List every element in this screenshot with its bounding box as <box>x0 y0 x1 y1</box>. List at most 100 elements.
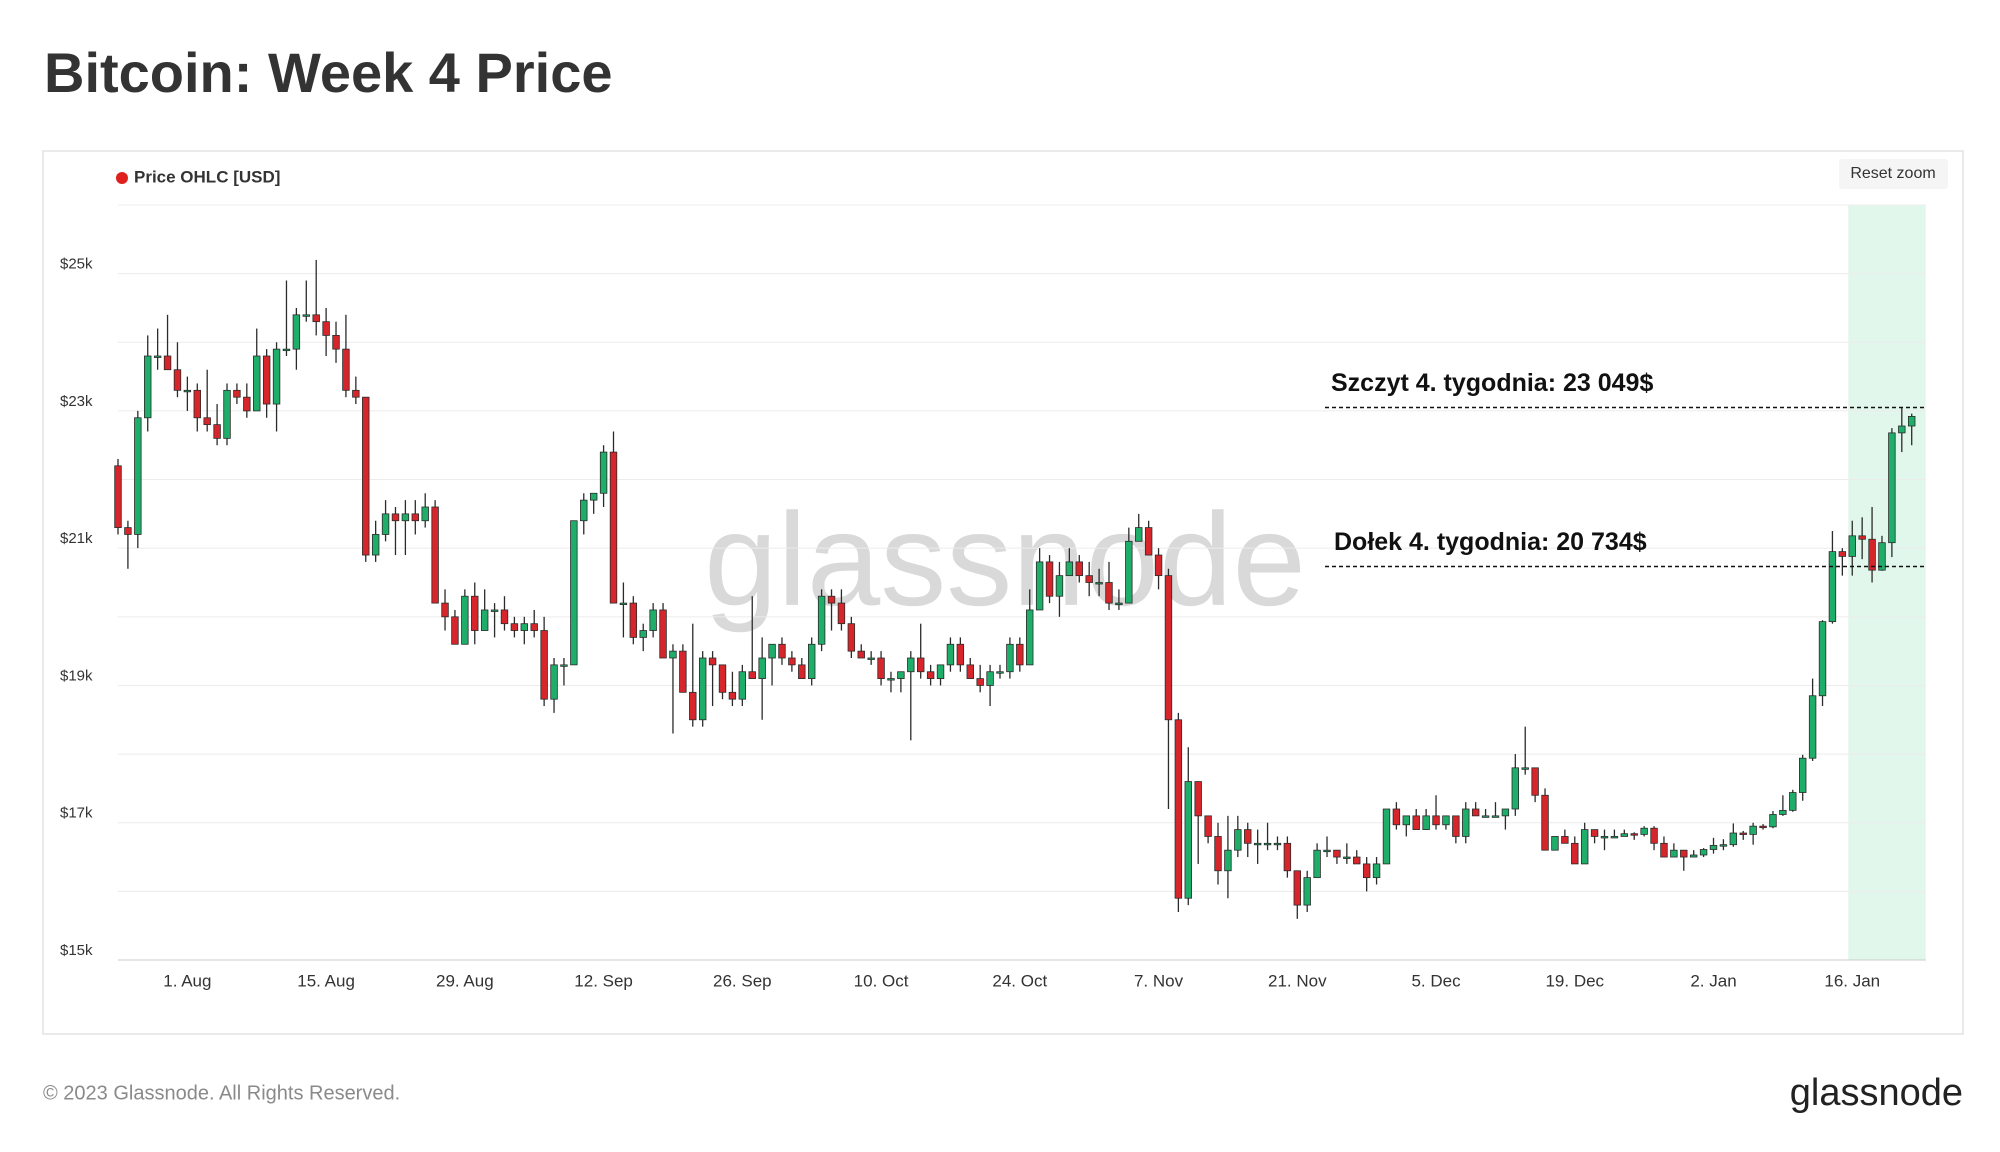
x-tick-label: 1. Aug <box>163 971 211 990</box>
candle-body <box>1253 842 1262 846</box>
candle-body <box>1600 836 1609 839</box>
candle-body <box>798 664 806 679</box>
candle-body <box>689 691 697 721</box>
candle-body <box>1392 808 1401 826</box>
x-tick-label: 7. Nov <box>1134 971 1184 990</box>
candle-body <box>1689 854 1698 858</box>
y-tick-label: $25k <box>60 256 93 273</box>
candle-body <box>1898 425 1906 434</box>
candle-body <box>1590 829 1599 837</box>
candle-body <box>738 671 747 700</box>
candle-body <box>1640 827 1648 835</box>
x-tick-label: 21. Nov <box>1268 971 1327 990</box>
candle-body <box>1531 767 1539 796</box>
candle-body <box>352 389 360 398</box>
annotation-label: Dołek 4. tygodnia: 20 734$ <box>1334 528 1647 556</box>
candle-body <box>847 623 856 652</box>
candle-body <box>1838 551 1847 557</box>
candle-body <box>1769 814 1777 828</box>
candle-body <box>1006 643 1014 673</box>
candle-body <box>262 355 271 405</box>
candle-body <box>827 595 836 604</box>
candle-body <box>698 657 707 721</box>
candle-body <box>431 506 439 604</box>
candle-body <box>629 602 638 638</box>
candle-body <box>401 513 410 522</box>
candle-body <box>768 643 776 659</box>
candle-body <box>1244 829 1252 844</box>
candle-body <box>1263 842 1272 846</box>
candle-body <box>1828 551 1837 623</box>
candle-body <box>718 664 727 693</box>
candle-body <box>223 389 231 439</box>
candle-body <box>461 595 469 645</box>
x-tick-label: 24. Oct <box>992 971 1047 990</box>
candle-body <box>1462 808 1470 837</box>
candle-body <box>1818 621 1827 697</box>
watermark: glassnode <box>704 486 1306 633</box>
candle-body <box>619 602 628 605</box>
y-tick-label: $23k <box>60 393 93 410</box>
candle-body <box>649 609 657 631</box>
candle-body <box>1868 538 1876 571</box>
candle-body <box>956 643 965 666</box>
candle-body <box>510 623 519 631</box>
candle-body <box>679 650 687 693</box>
candle-body <box>1353 856 1361 865</box>
reset-zoom-button[interactable] <box>1839 159 1948 189</box>
candle-body <box>1402 815 1410 826</box>
candle-body <box>966 664 974 679</box>
candle-body <box>1888 432 1896 544</box>
candle-body <box>282 348 291 352</box>
candle-body <box>134 417 142 535</box>
annotation-label: Szczyt 4. tygodnia: 23 049$ <box>1331 369 1653 397</box>
candle-body <box>1372 863 1381 879</box>
candle-body <box>570 520 578 666</box>
candle-body <box>1362 863 1371 879</box>
candle-body <box>1620 833 1629 837</box>
candle-body <box>1808 695 1817 759</box>
candle-body <box>639 630 647 638</box>
candle-body <box>1115 602 1123 605</box>
legend-label: Price OHLC [USD] <box>134 167 280 186</box>
candle-body <box>1224 849 1232 872</box>
candle-body <box>322 321 330 336</box>
candle-body <box>1749 825 1757 835</box>
candle-body <box>1680 849 1688 858</box>
candle-body <box>1670 849 1678 858</box>
candle-body <box>342 348 350 391</box>
x-tick-label: 26. Sep <box>713 971 772 990</box>
candle-body <box>1719 844 1728 847</box>
candle-body <box>530 623 538 631</box>
x-tick-label: 12. Sep <box>574 971 633 990</box>
candle-body <box>421 506 429 522</box>
candle-body <box>1382 808 1391 865</box>
candle-body <box>362 396 370 556</box>
candle-body <box>1551 836 1559 851</box>
candle-body <box>233 389 241 398</box>
reset-zoom-label[interactable]: Reset zoom <box>1850 165 1935 182</box>
candle-body <box>1026 609 1034 666</box>
candle-body <box>867 657 875 660</box>
candle-body <box>1442 815 1450 826</box>
candle-body <box>817 595 826 645</box>
candle-body <box>580 499 588 522</box>
candle-body <box>173 369 182 391</box>
candle-body <box>1055 575 1064 597</box>
candle-body <box>758 657 766 679</box>
candle-body <box>1709 844 1718 850</box>
candle-body <box>1650 827 1658 844</box>
candle-body <box>540 630 548 700</box>
candle-body <box>1184 781 1192 899</box>
candle-body <box>183 389 192 393</box>
candle-body <box>1799 757 1807 793</box>
candle-body <box>381 513 390 535</box>
candle-body <box>1630 833 1638 836</box>
candle-body <box>748 671 756 679</box>
y-tick-label: $17k <box>60 805 93 822</box>
candle-body <box>411 513 419 522</box>
candle-body <box>243 396 251 412</box>
candle-body <box>1095 582 1103 585</box>
candle-body <box>1858 535 1866 540</box>
